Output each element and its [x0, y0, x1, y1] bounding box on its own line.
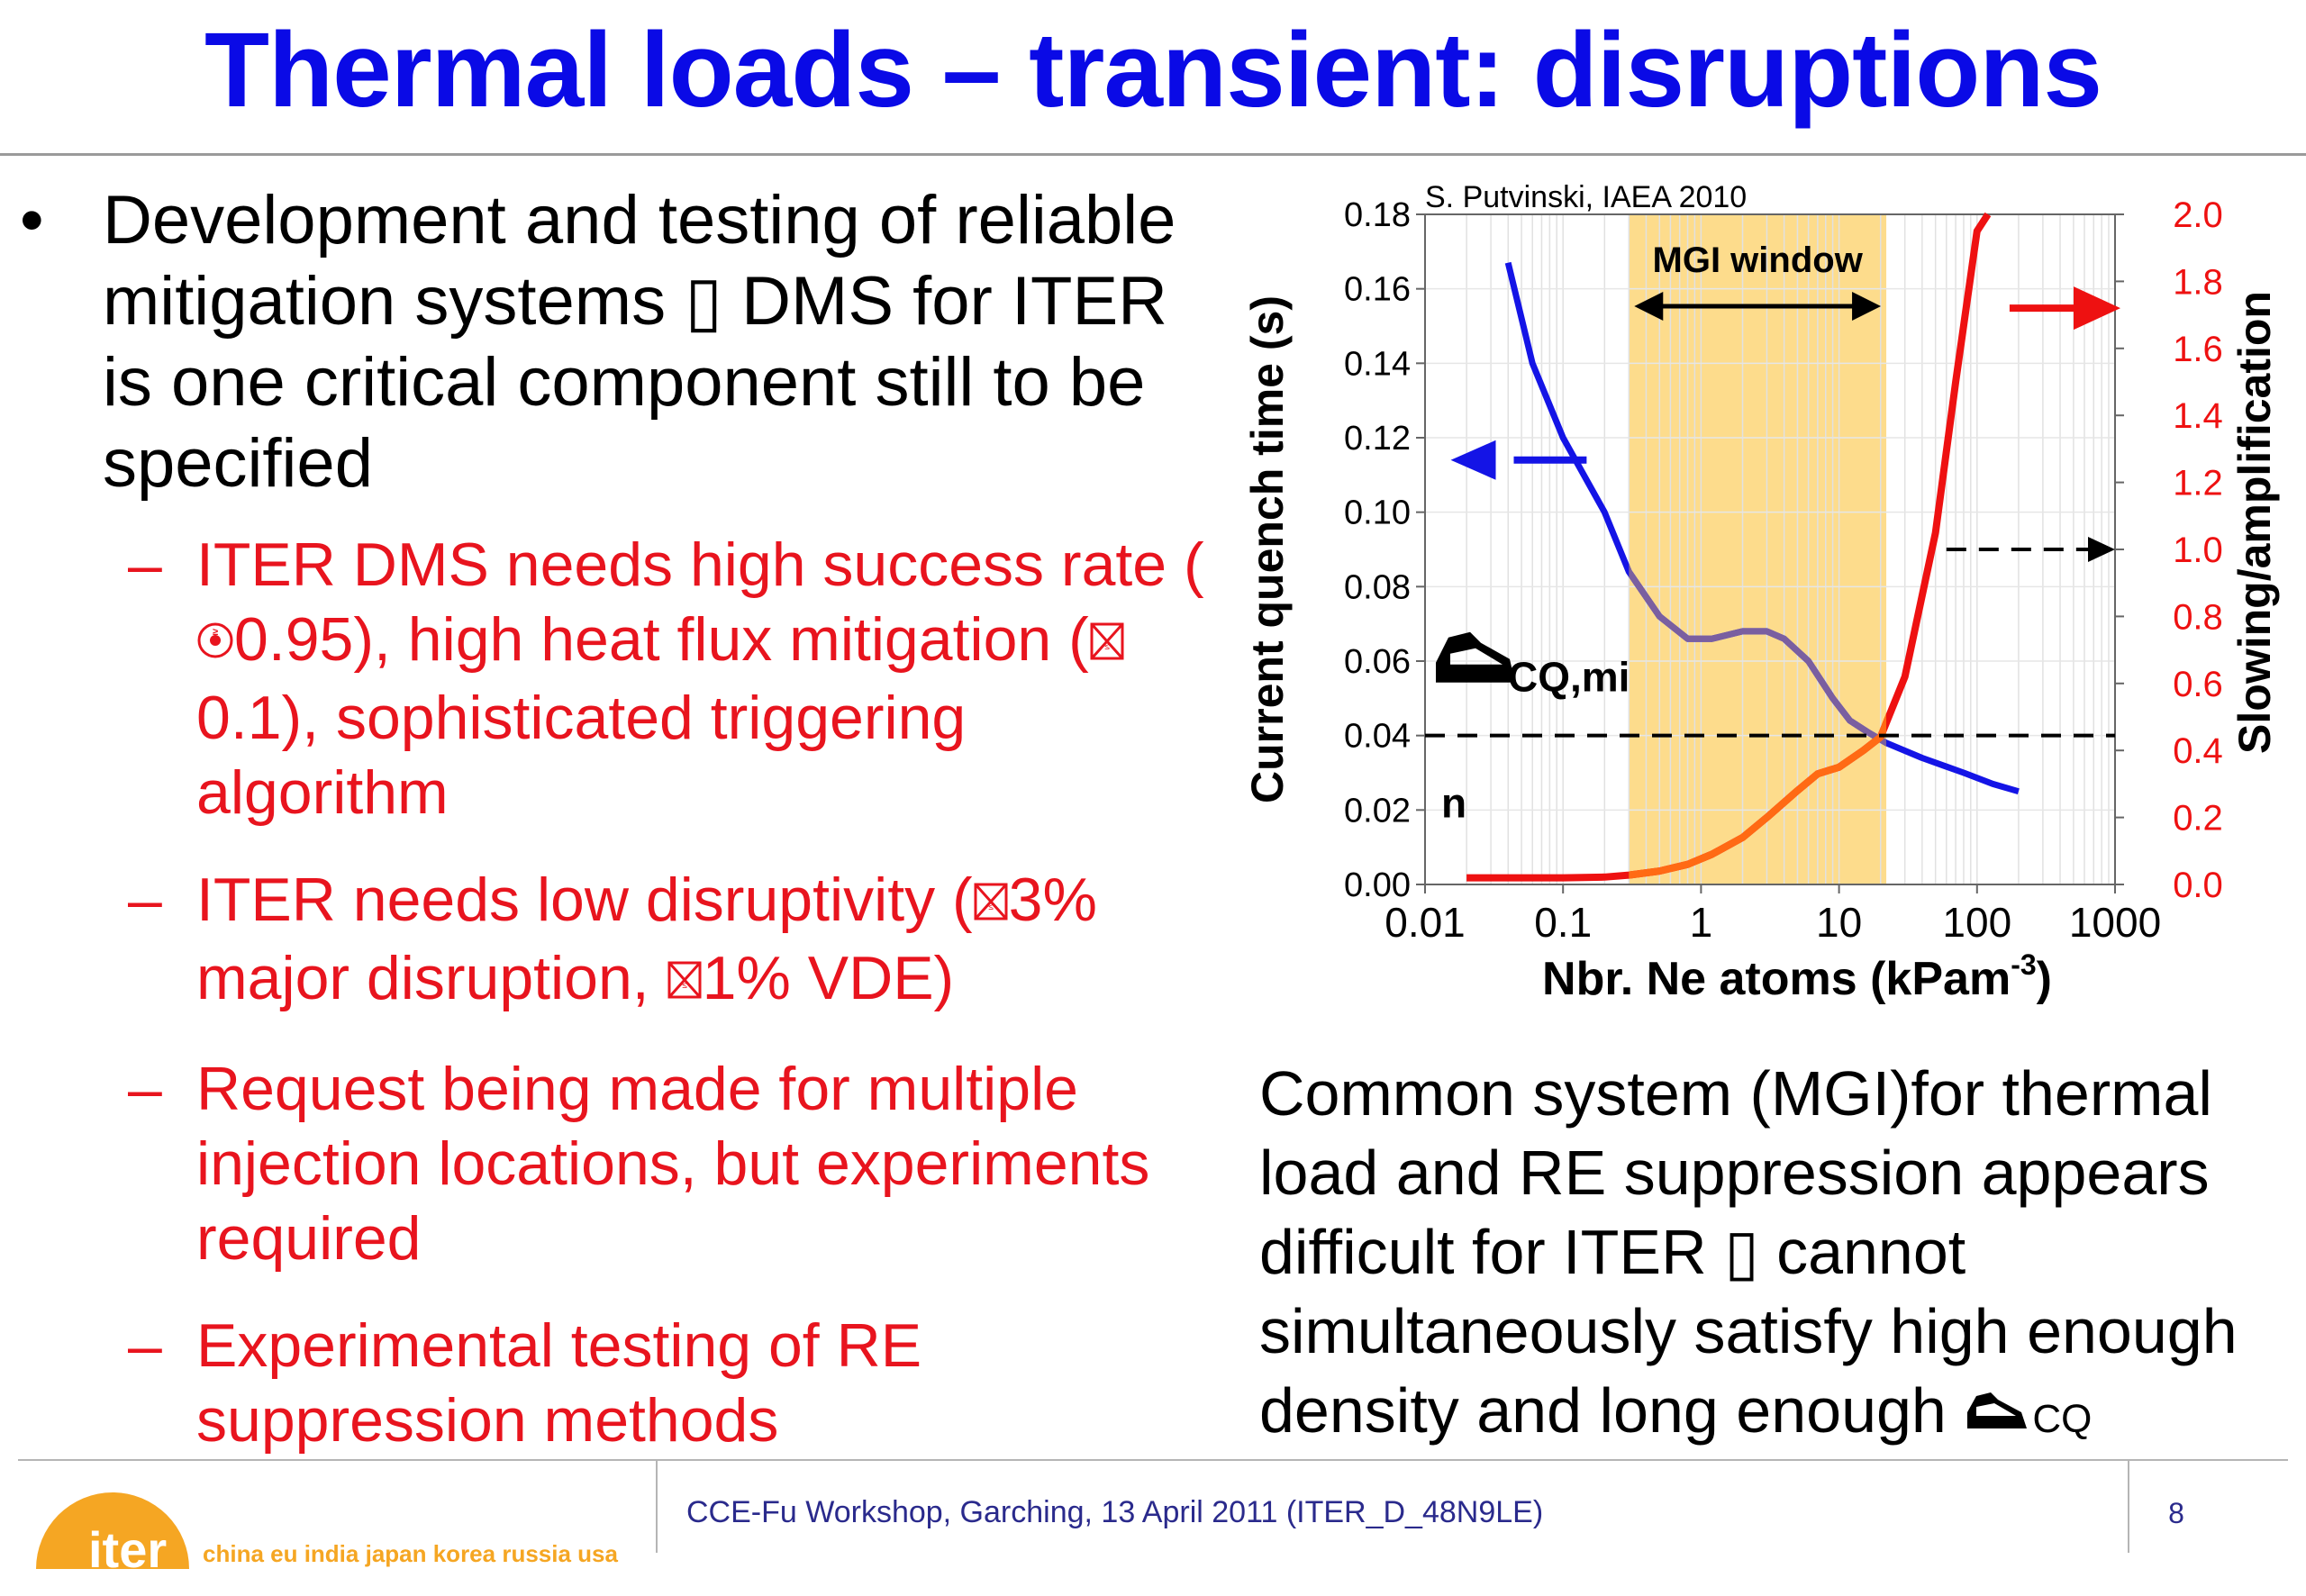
y-tick-label-left: 0.16 — [1344, 271, 1411, 309]
footer-separator — [2128, 1459, 2129, 1553]
dash-marker: – — [128, 866, 162, 934]
sub-bullet: – ITER needs low disruptivity ( ≤3% major … — [20, 863, 1227, 1020]
y-tick-label-right: 1.0 — [2173, 530, 2223, 570]
sub-bullet: – Experimental testing of RE suppression … — [20, 1309, 1227, 1458]
y-tick-label-right: 0.6 — [2173, 665, 2223, 704]
y-tick-label-right: 1.6 — [2173, 330, 2223, 369]
tau-subscript: CQ,mi — [1508, 654, 1630, 701]
x-axis-label-main: Nbr. Ne atoms (kPam — [1542, 953, 2011, 1005]
main-bullet: • Development and testing of reliable mi… — [20, 180, 1227, 504]
y-tick-label-left: 0.18 — [1344, 196, 1411, 234]
iter-logo-graphic: iter china eu india japan korea russia u… — [36, 1492, 618, 1578]
series-line-quench-time-in-window — [1629, 563, 1887, 747]
x-tick-label: 10 — [1816, 899, 1862, 946]
mgi-window-arrow-left — [1634, 292, 1664, 321]
n-annotation: n — [1441, 779, 1466, 826]
sub-text: Request being made for multiple injectio… — [196, 1055, 1150, 1273]
y-tick-label-right: 0.0 — [2173, 866, 2223, 905]
bullet-list: • Development and testing of reliable mi… — [20, 180, 1227, 1491]
iter-logo: iter china eu india japan korea russia u… — [27, 1470, 658, 1578]
y-tick-label-left: 0.06 — [1344, 643, 1411, 681]
logo-text: iter — [88, 1521, 167, 1569]
main-bullet-text-b: DMS for ITER is one critical component s… — [103, 263, 1168, 502]
geq-symbol-text: ≥ — [213, 627, 218, 638]
y-tick-label-left: 0.00 — [1344, 866, 1411, 904]
tau-glyph-icon — [1964, 1378, 2032, 1457]
sub-bullet: – ITER DMS needs high success rate ( ≥0.95… — [20, 528, 1227, 830]
y-tick-label-right: 0.4 — [2173, 731, 2223, 771]
dash-marker: – — [128, 530, 162, 599]
dash-marker: – — [128, 1311, 162, 1380]
y-tick-label-left: 0.02 — [1344, 792, 1411, 830]
x-axis-label-sup: -3 — [2011, 948, 2036, 981]
slide-title: Thermal loads – transient: disruptions — [204, 11, 2102, 130]
leq-symbol-text: ≤ — [1104, 642, 1110, 652]
x-tick-label: 0.01 — [1385, 899, 1466, 946]
sub-bullet-list: – ITER DMS needs high success rate (≥0.95… — [20, 528, 1227, 1458]
y-tick-label-left: 0.14 — [1344, 345, 1411, 383]
mgi-window-label: MGI window — [1653, 240, 1864, 280]
footer-text: CCE-Fu Workshop, Garching, 13 April 2011… — [686, 1495, 1544, 1529]
y-axis-label-right: Slowing/amplification — [2229, 291, 2280, 754]
tau-subscript: CQ — [2032, 1397, 2093, 1441]
tau-glyph-icon — [1436, 631, 1515, 683]
tau-cq-mi-annotation: CQ,mi — [1436, 631, 1630, 701]
bullet-marker: • — [20, 182, 44, 258]
sub-text: ITER DMS needs high success rate ( — [196, 530, 1204, 599]
y-tick-label-right: 0.8 — [2173, 597, 2223, 637]
right-axis-arrow-head — [2074, 286, 2121, 331]
main-bullet-text-a: Development and testing of reliable miti… — [103, 182, 1176, 340]
caption-text-a: Common system (MGI)for thermal load and … — [1259, 1058, 2212, 1287]
x-tick-label: 0.1 — [1534, 899, 1592, 946]
leq-symbol: ≤ — [973, 866, 1009, 941]
sub-text: 0.95), high heat flux mitigation ( — [234, 605, 1089, 674]
chart-canvas: 0.01 0.1 1 10 100 1000 0.00 0.02 0.04 0.06 0.08 0.1… — [1242, 180, 2280, 1005]
source-note: S. Putvinski, IAEA 2010 — [1425, 180, 1747, 214]
sub-text: ITER needs low disruptivity ( — [196, 866, 973, 934]
leq-symbol-text: ≤ — [682, 981, 687, 991]
sub-text: 0.1), sophisticated triggering algorithm — [196, 684, 967, 827]
placeholder-glyph: ▯ — [1724, 1217, 1759, 1287]
x-tick-label: 1 — [1690, 899, 1713, 946]
dash-marker: – — [128, 1055, 162, 1123]
x-tick-label: 100 — [1942, 899, 2011, 946]
leq-symbol: ≤ — [667, 945, 703, 1020]
placeholder-glyph: ▯ — [685, 263, 723, 340]
y-tick-label-left: 0.12 — [1344, 420, 1411, 458]
quench-time-chart: 0.01 0.1 1 10 100 1000 0.00 0.02 0.04 0.06 0.08 0.1… — [1242, 171, 2297, 1049]
left-axis-arrow-head — [1450, 440, 1496, 480]
y-tick-label-left: 0.10 — [1344, 494, 1411, 532]
y-tick-label-right: 1.8 — [2173, 262, 2223, 302]
geq-symbol: ≥ — [196, 606, 234, 681]
y-axis-label-left: Current quench time (s) — [1243, 295, 1293, 803]
y-tick-label-right: 1.2 — [2173, 464, 2223, 503]
page-number: 8 — [2168, 1497, 2184, 1529]
title-divider — [0, 153, 2306, 156]
y-tick-label-right: 0.2 — [2173, 799, 2223, 839]
footer-separator — [656, 1459, 658, 1553]
caption-text: Common system (MGI)for thermal load and … — [1259, 1054, 2295, 1459]
mgi-window-arrow-right — [1852, 292, 1882, 321]
logo-sun-icon — [36, 1492, 189, 1569]
x-tick-label: 1000 — [2069, 899, 2161, 946]
sub-text: Experimental testing of RE suppression m… — [196, 1311, 922, 1455]
sub-text: 3% major disruption, — [196, 866, 1097, 1012]
threshold-arrow-head — [2088, 537, 2115, 562]
x-axis-label-end: ) — [2037, 953, 2052, 1005]
y-tick-label-right: 1.4 — [2173, 396, 2223, 436]
mgi-window-band — [1629, 214, 1887, 884]
y-tick-label-right: 2.0 — [2173, 195, 2223, 235]
leq-symbol-text: ≤ — [988, 902, 994, 912]
footer-divider — [18, 1459, 2288, 1461]
series-line-amplification-in-window — [1629, 712, 1887, 879]
leq-symbol: ≤ — [1089, 606, 1125, 681]
caption-text-b: cannot simultaneously satisfy high enoug… — [1259, 1217, 2238, 1446]
sub-text: 1% VDE) — [702, 944, 955, 1012]
sub-bullet: – Request being made for multiple injecti… — [20, 1052, 1227, 1276]
x-axis-label: Nbr. Ne atoms (kPam-3) — [1542, 948, 2052, 1005]
y-tick-label-left: 0.04 — [1344, 718, 1411, 756]
logo-partners: china eu india japan korea russia usa — [203, 1540, 618, 1567]
y-tick-label-left: 0.08 — [1344, 568, 1411, 606]
